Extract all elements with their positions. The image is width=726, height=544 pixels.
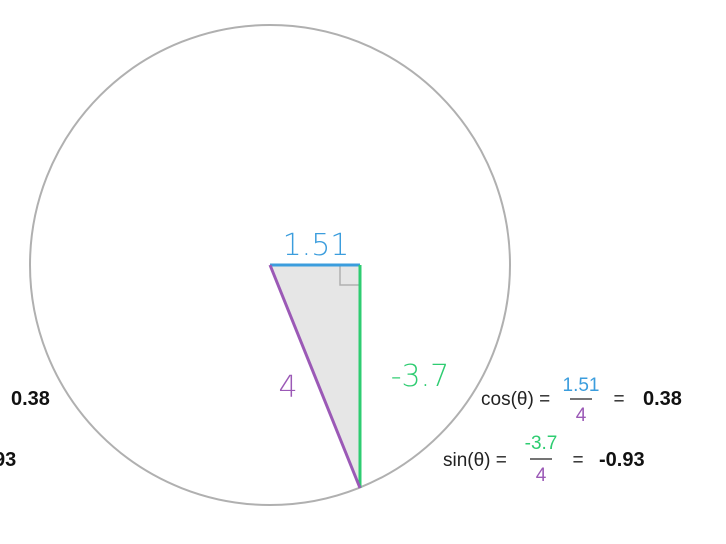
- sin-result: -0.93: [599, 449, 645, 471]
- sin-lhs: sin(θ) =: [443, 450, 507, 471]
- cos-equation: cos(θ) = 1.51 4 = 0.38: [481, 375, 682, 426]
- sin-denominator: 4: [536, 465, 547, 486]
- cos-numerator: 1.51: [563, 375, 600, 396]
- cos-result: 0.38: [643, 388, 682, 410]
- cos-denominator: 4: [576, 405, 587, 426]
- left-cos-result: 0.38: [11, 388, 50, 410]
- hypotenuse-side: [268, 264, 362, 489]
- right-angle-marker: [339, 265, 360, 286]
- sin-equals: =: [572, 450, 583, 471]
- sin-numerator: -3.7: [525, 433, 558, 454]
- cos-lhs: cos(θ) =: [481, 389, 550, 410]
- adjacent-label: 1.51: [283, 228, 350, 263]
- circle: [29, 24, 511, 506]
- cos-equals: =: [613, 389, 624, 410]
- hypotenuse-label: 4: [278, 370, 297, 405]
- left-sin-result-fragment: 93: [0, 449, 16, 471]
- opposite-label: -3.7: [391, 359, 450, 394]
- sin-equation: sin(θ) = -3.7 4 = -0.93: [443, 433, 645, 486]
